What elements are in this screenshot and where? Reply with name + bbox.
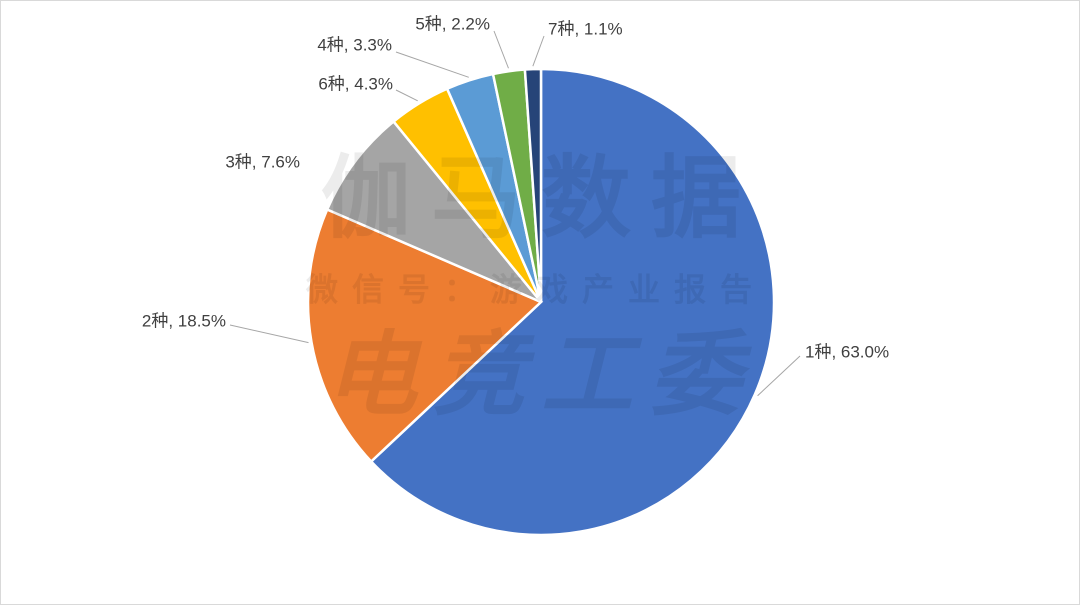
leader-line: [229, 324, 309, 344]
leader-line: [395, 51, 469, 78]
watermark: 微信号：游戏产业报告: [305, 271, 766, 307]
watermark: 伽马数据: [321, 149, 761, 249]
data-label: 3种, 7.6%: [225, 152, 300, 171]
data-label: 7种, 1.1%: [548, 19, 623, 38]
pie-slice: [369, 67, 776, 537]
leader-line: [395, 89, 418, 102]
watermark: 电竞工委: [325, 324, 757, 426]
data-label: 5种, 2.2%: [415, 14, 490, 33]
data-label: 2种, 18.5%: [142, 311, 226, 330]
leader-line: [493, 30, 509, 69]
data-label: 4种, 3.3%: [317, 35, 392, 54]
leader-line: [532, 35, 545, 67]
data-label: 6种, 4.3%: [318, 74, 393, 93]
pie-slice: [306, 207, 544, 464]
leader-line: [757, 355, 801, 397]
data-label: 1种, 63.0%: [805, 342, 889, 361]
pie-slice: [325, 119, 542, 304]
pie-slice: [523, 67, 543, 303]
pie: [306, 67, 776, 537]
